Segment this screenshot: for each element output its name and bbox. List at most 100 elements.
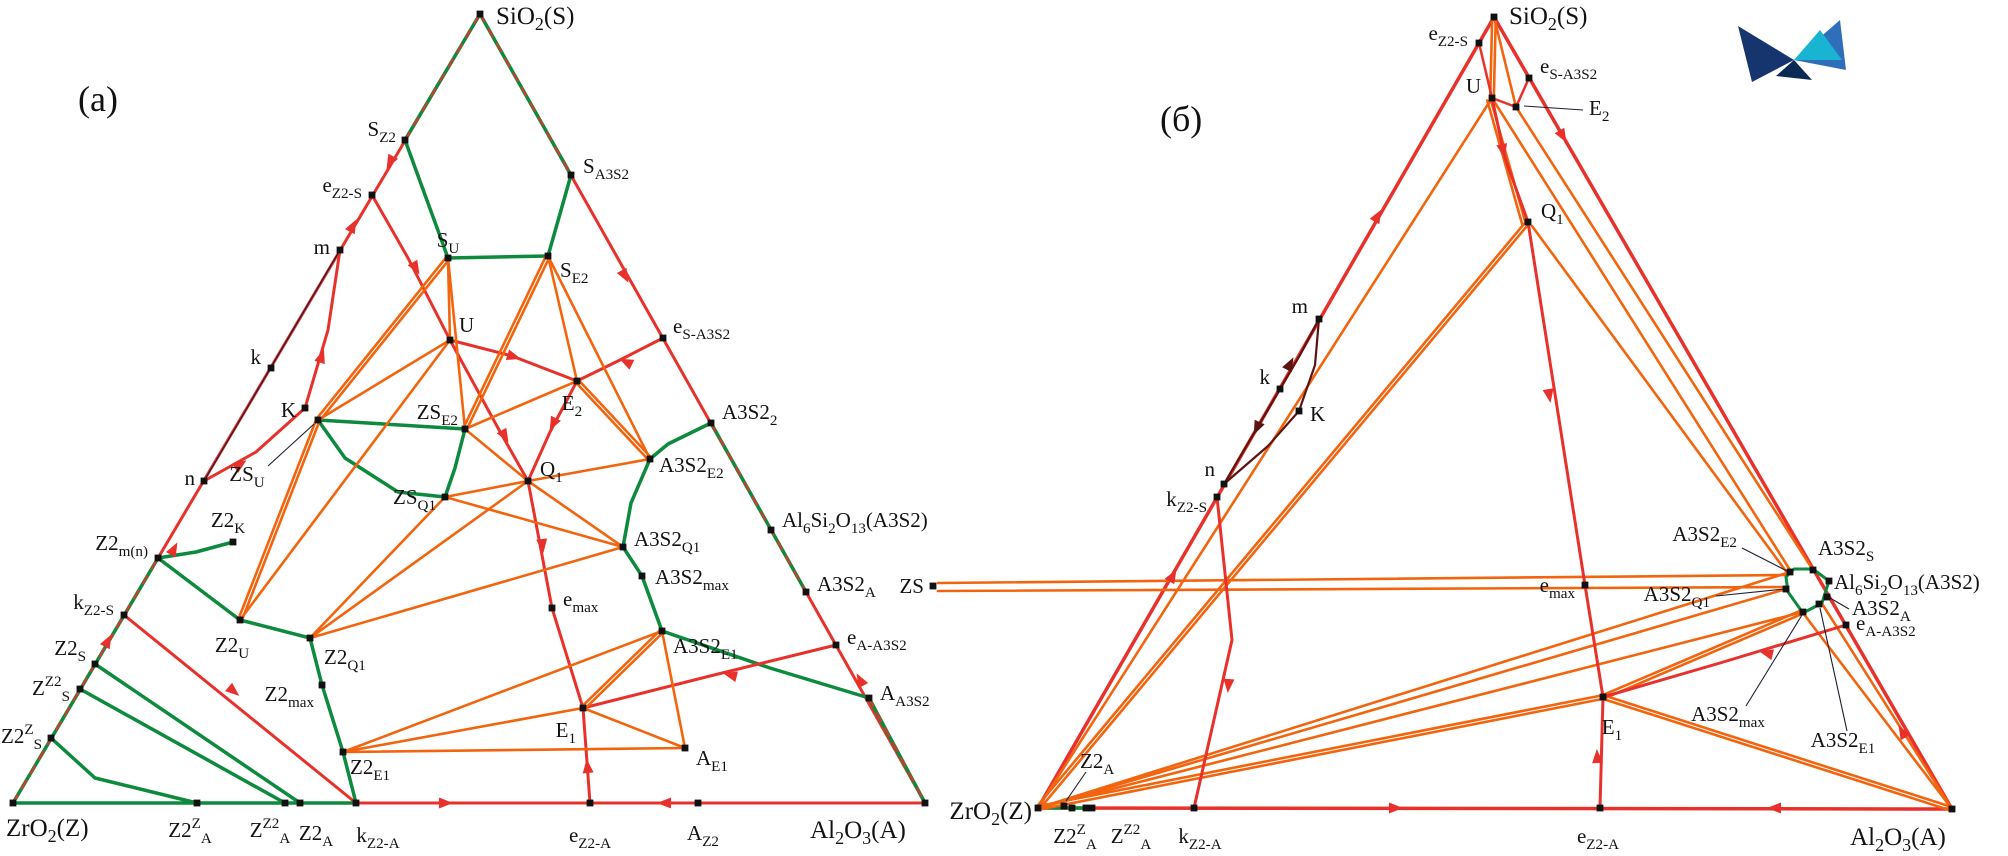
invariant-point-dot bbox=[524, 477, 532, 485]
phase-point-label: A3S2A bbox=[817, 572, 876, 601]
invariant-point-dot bbox=[200, 477, 208, 485]
direction-arrow bbox=[1496, 143, 1508, 158]
phase-point-label: Z2Q1 bbox=[324, 645, 366, 674]
phase-point-label: Z2ZS bbox=[1, 722, 42, 753]
direction-arrow bbox=[165, 542, 178, 558]
diagram-line-orange bbox=[1602, 612, 1805, 700]
direction-arrow bbox=[616, 267, 629, 283]
diagram-line-red bbox=[1492, 15, 1954, 811]
phase-point-label: Al6Si2O13(A3S2) bbox=[782, 508, 928, 537]
diagram-line-orange bbox=[1600, 609, 1803, 697]
diagram-line-orange bbox=[463, 379, 579, 431]
invariant-point-dot bbox=[921, 799, 929, 807]
direction-arrow bbox=[407, 259, 420, 275]
phase-point-label: kZ2-S bbox=[73, 590, 114, 619]
invariant-point-dot bbox=[446, 336, 454, 344]
phase-point-label: SZ2 bbox=[368, 117, 396, 146]
invariant-point-dot bbox=[154, 554, 162, 562]
diagram-line-dark bbox=[1222, 317, 1321, 486]
label-connector bbox=[1741, 547, 1788, 572]
phase-point-label: m bbox=[314, 235, 330, 259]
invariant-point-dot bbox=[1213, 493, 1221, 501]
phase-point-label: ZS bbox=[899, 574, 924, 598]
phase-point-label: Z2A bbox=[299, 821, 333, 850]
direction-arrow bbox=[723, 671, 739, 682]
invariant-point-dot bbox=[646, 455, 654, 463]
diagram-line-red bbox=[575, 336, 665, 383]
invariant-point-dot bbox=[579, 704, 587, 712]
phase-point-label: Z2ZA bbox=[168, 816, 212, 847]
phase-point-label: kZ2-S bbox=[1166, 487, 1207, 516]
direction-arrow bbox=[386, 153, 399, 169]
phase-point-label: Z2m(n) bbox=[95, 531, 148, 560]
phase-point-label: kZ2-A bbox=[356, 823, 399, 852]
phase-point-label: eS-A3S2 bbox=[1540, 54, 1597, 83]
phase-point-label: Q1 bbox=[540, 457, 563, 486]
invariant-point-dot bbox=[567, 171, 575, 179]
diagram-line-orange bbox=[1819, 600, 1954, 811]
direction-arrow bbox=[1542, 388, 1554, 403]
diagram-line-red bbox=[404, 13, 481, 141]
phase-point-label: Z2S bbox=[54, 636, 86, 665]
phase-point-label: emax bbox=[563, 587, 599, 616]
diagram-line-orange bbox=[1038, 221, 1531, 811]
diagram-line-orange bbox=[341, 746, 687, 754]
invariant-point-dot bbox=[91, 660, 99, 668]
invariant-point-dot bbox=[1782, 585, 1790, 593]
invariant-point-dot bbox=[638, 572, 646, 580]
phase-point-label: k bbox=[251, 345, 262, 369]
invariant-point-dot bbox=[1825, 577, 1833, 585]
phase-point-label: Al2O3(A) bbox=[810, 817, 906, 848]
diagram-line-orange bbox=[1514, 105, 1815, 572]
diagram-line-orange bbox=[308, 479, 530, 640]
invariant-point-dot bbox=[236, 616, 244, 624]
invariant-point-dot bbox=[1809, 566, 1817, 574]
diagram-line-orange bbox=[936, 585, 1790, 593]
phase-point-label: SiO2(S) bbox=[496, 3, 574, 34]
diagram-line-orange bbox=[318, 257, 451, 423]
phase-point-label: ZZ2A bbox=[1111, 822, 1152, 853]
diagram-line-red bbox=[581, 643, 838, 710]
direction-arrow bbox=[314, 349, 325, 365]
phase-point-label: m bbox=[1292, 294, 1308, 318]
direction-arrow bbox=[1164, 569, 1177, 585]
phase-point-label: A3S2E2 bbox=[1672, 522, 1737, 551]
invariant-point-dot bbox=[1475, 39, 1483, 47]
diagram-line-orange bbox=[443, 495, 625, 549]
invariant-point-dot bbox=[1488, 94, 1496, 102]
invariant-point-dot bbox=[1525, 74, 1533, 82]
phase-point-label: Z2max bbox=[265, 682, 315, 711]
phase-point-label: AE1 bbox=[696, 746, 728, 775]
invariant-point-dot bbox=[267, 364, 275, 372]
diagram-line-orange bbox=[580, 628, 663, 709]
phase-point-label: eZ2-A bbox=[569, 823, 611, 852]
invariant-point-dot bbox=[444, 254, 452, 262]
label-connector bbox=[1745, 614, 1803, 707]
invariant-point-dot bbox=[1315, 315, 1323, 323]
invariant-point-dot bbox=[1524, 218, 1532, 226]
invariant-point-dot bbox=[314, 416, 322, 424]
diagram-line-orange bbox=[1601, 697, 1953, 813]
diagram-line-orange bbox=[1036, 96, 1494, 810]
diagram-line-orange bbox=[546, 254, 579, 383]
phase-point-label: Al6Si2O13(A3S2) bbox=[1834, 570, 1980, 599]
diagram-line-red bbox=[1477, 41, 1494, 100]
invariant-point-dot bbox=[544, 252, 552, 260]
invariant-point-dot bbox=[296, 799, 304, 807]
phase-point-label: ZSQ1 bbox=[393, 485, 436, 514]
diagram-line-green bbox=[1784, 567, 1831, 615]
direction-arrow bbox=[1592, 749, 1604, 764]
invariant-point-dot bbox=[352, 799, 360, 807]
diagram-line-green bbox=[403, 138, 573, 260]
diagram-line-green bbox=[156, 540, 235, 560]
diagram-line-orange bbox=[240, 419, 321, 622]
diagram-line-orange bbox=[1036, 570, 1792, 810]
diagram-line-orange bbox=[465, 255, 551, 432]
diagram-line-orange bbox=[660, 629, 687, 750]
invariant-point-dot bbox=[619, 543, 627, 551]
phase-point-label: Z2E1 bbox=[350, 755, 390, 784]
invariant-point-dot bbox=[1276, 385, 1284, 393]
phase-point-label: Z2ZA bbox=[1053, 822, 1097, 853]
label-connector bbox=[1829, 597, 1850, 610]
invariant-point-dot bbox=[1948, 805, 1956, 813]
